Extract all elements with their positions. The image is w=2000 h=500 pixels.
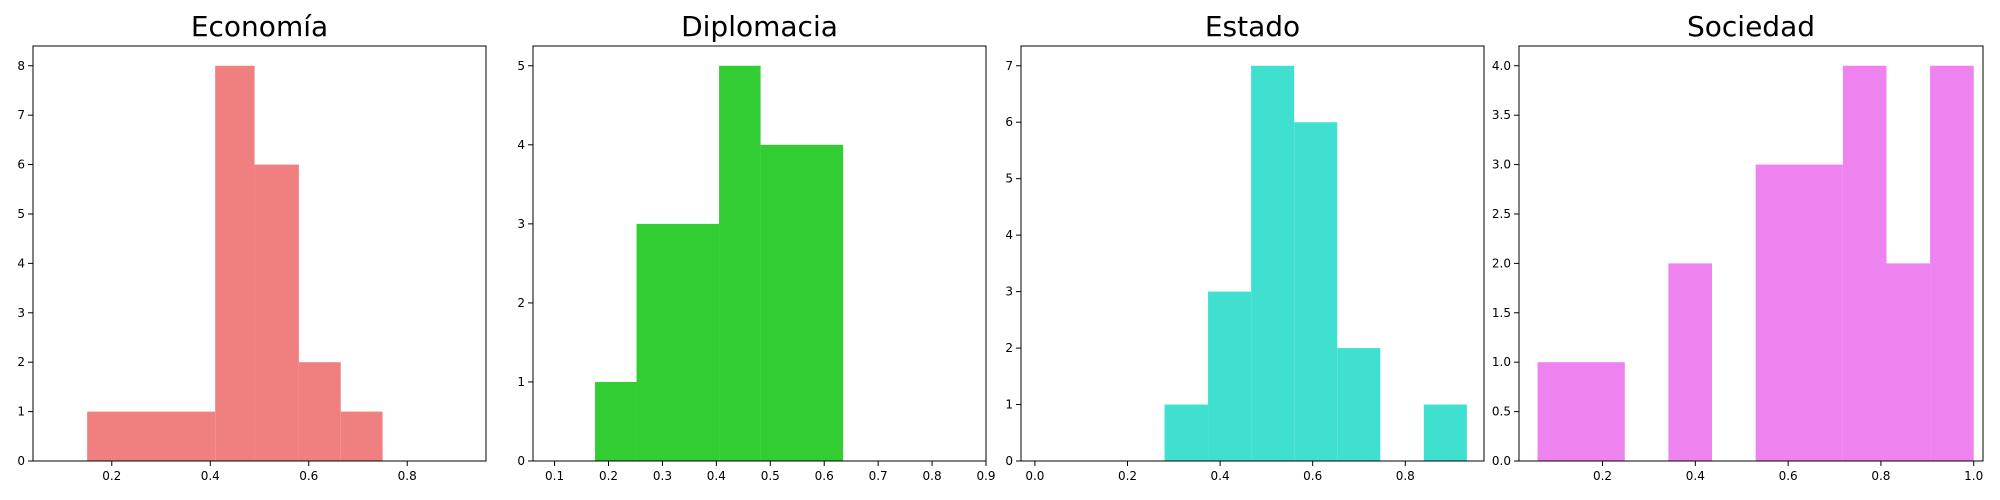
histogram-bar	[1842, 65, 1887, 461]
y-tick-label: 3	[17, 306, 25, 320]
histogram-bar	[1251, 65, 1295, 461]
histogram-bar	[1668, 263, 1713, 461]
x-tick-label: 0.6	[815, 469, 834, 483]
histogram-bar	[636, 223, 720, 461]
y-tick-label: 3	[517, 217, 525, 231]
y-tick-label: 5	[517, 59, 525, 73]
y-tick-label: 2.5	[1492, 207, 1511, 221]
histogram-bar	[1886, 263, 1931, 461]
x-tick-label: 0.7	[869, 469, 888, 483]
chart-title: Diplomacia	[681, 10, 838, 43]
x-tick-label: 0.4	[1686, 469, 1705, 483]
x-tick-label: 0.8	[398, 469, 417, 483]
x-tick-label: 0.4	[201, 469, 220, 483]
y-tick-label: 0	[17, 454, 25, 468]
y-tick-label: 3.0	[1492, 158, 1511, 172]
x-tick-label: 0.4	[1211, 469, 1230, 483]
x-tick-label: 0.3	[653, 469, 672, 483]
y-tick-label: 4	[1005, 228, 1013, 242]
y-tick-label: 6	[17, 158, 25, 172]
x-tick-label: 0.0	[1025, 469, 1044, 483]
histogram-bar	[298, 362, 341, 461]
histogram-bar	[1208, 291, 1252, 461]
y-tick-label: 2	[517, 296, 525, 310]
x-tick-label: 0.4	[707, 469, 726, 483]
histogram-bar	[340, 411, 383, 461]
y-tick-label: 4	[17, 256, 25, 270]
x-tick-label: 1.0	[1964, 469, 1983, 483]
axes-frame	[1518, 45, 1984, 462]
histogram-bar	[595, 381, 637, 461]
histogram-bar	[87, 411, 216, 461]
x-tick-label: 0.2	[599, 469, 618, 483]
histogram-bar	[1423, 404, 1467, 461]
x-tick-label: 0.8	[923, 469, 942, 483]
axes-frame	[1020, 45, 1485, 462]
y-tick-label: 0.0	[1492, 454, 1511, 468]
y-tick-label: 4.0	[1492, 59, 1511, 73]
histogram-bar	[1930, 65, 1974, 461]
axes-frame	[32, 45, 487, 462]
x-tick-label: 0.2	[1118, 469, 1137, 483]
x-tick-label: 0.9	[976, 469, 995, 483]
chart-panel: 0.2 0.4 0.6 0.8 0 1 2 3 4 5 6 7 8 Economía	[17, 10, 487, 483]
x-tick-label: 0.1	[545, 469, 564, 483]
histogram-bar	[719, 65, 761, 461]
x-tick-label: 0.6	[1303, 469, 1322, 483]
chart-panel: 0.1 0.2 0.3 0.4 0.5 0.6 0.7 0.8 0.9 0 1 2 3 4 5 Diploma…	[517, 10, 995, 483]
y-tick-label: 3	[1005, 285, 1013, 299]
y-tick-label: 0	[1005, 454, 1013, 468]
x-tick-label: 0.6	[299, 469, 318, 483]
histogram-bar	[215, 65, 255, 461]
x-tick-label: 0.5	[761, 469, 780, 483]
y-tick-label: 1	[17, 405, 25, 419]
chart-title: Estado	[1205, 10, 1300, 43]
histogram-bar	[1294, 122, 1338, 461]
y-tick-label: 6	[1005, 115, 1013, 129]
x-tick-label: 0.2	[102, 469, 121, 483]
histogram-bar	[1755, 164, 1843, 462]
x-tick-label: 0.2	[1593, 469, 1612, 483]
histogram-bar	[1164, 404, 1209, 461]
histogram-bar	[760, 144, 844, 462]
x-tick-label: 0.6	[1779, 469, 1798, 483]
y-tick-label: 8	[17, 59, 25, 73]
histogram-bar	[1337, 348, 1381, 461]
x-tick-label: 0.8	[1396, 469, 1415, 483]
chart-title: Economía	[191, 10, 328, 43]
chart-panel: 0.2 0.4 0.6 0.8 1.0 0.0 0.5 1.0 1.5 2.0 2.5 3.0 3.5 4…	[1492, 10, 1984, 483]
y-tick-label: 1.0	[1492, 355, 1511, 369]
chart-title: Sociedad	[1687, 10, 1815, 43]
chart-panel: 0.0 0.2 0.4 0.6 0.8 0 1 2 3 4 5 6 7 Estado	[1005, 10, 1485, 483]
y-tick-label: 0	[517, 454, 525, 468]
y-tick-label: 0.5	[1492, 405, 1511, 419]
histogram-bar	[1537, 362, 1625, 461]
y-tick-label: 1	[1005, 398, 1013, 412]
y-tick-label: 2	[17, 355, 25, 369]
y-tick-label: 2.0	[1492, 256, 1511, 270]
y-tick-label: 5	[1005, 172, 1013, 186]
histogram-bar	[254, 164, 299, 462]
y-tick-label: 5	[17, 207, 25, 221]
y-tick-label: 7	[1005, 59, 1013, 73]
y-tick-label: 2	[1005, 341, 1013, 355]
y-tick-label: 3.5	[1492, 108, 1511, 122]
y-tick-label: 7	[17, 108, 25, 122]
y-tick-label: 1.5	[1492, 306, 1511, 320]
y-tick-label: 4	[517, 138, 525, 152]
x-tick-label: 0.8	[1871, 469, 1890, 483]
y-tick-label: 1	[517, 375, 525, 389]
axes-frame	[532, 45, 987, 462]
